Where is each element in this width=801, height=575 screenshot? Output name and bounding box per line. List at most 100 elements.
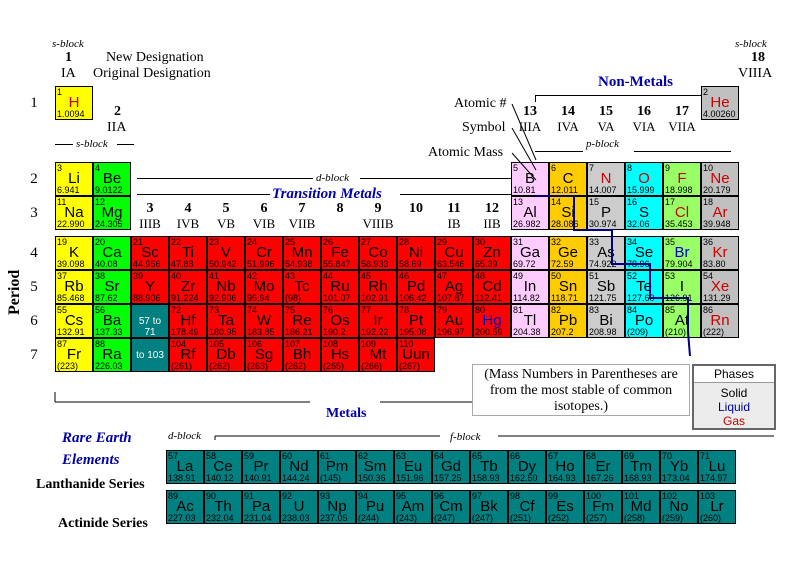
s-block-line-r xyxy=(117,144,134,145)
element-symbol: Gd xyxy=(440,458,461,475)
group-number: 8 xyxy=(336,201,344,216)
atomic-number: 88 xyxy=(95,339,106,349)
atomic-mass: 22.990 xyxy=(57,219,85,229)
atomic-number: 13 xyxy=(513,197,524,207)
atomic-mass: 26.982 xyxy=(513,219,541,229)
atomic-mass: 183.85 xyxy=(247,327,275,337)
element-Pb: 82 Pb 207.2 xyxy=(549,304,587,338)
element-symbol: Sb xyxy=(596,278,616,295)
group-original: VIIB xyxy=(288,216,316,231)
atomic-mass: (260) xyxy=(700,513,722,523)
s-block-label-row2: s-block xyxy=(76,138,108,150)
atomic-number: 59 xyxy=(244,451,255,461)
actinide-Bk: 97 Bk (247) xyxy=(470,490,508,524)
element-symbol: Rh xyxy=(368,278,388,295)
element-Ba: 56 Ba 137.33 xyxy=(93,304,131,338)
atomic-mass: (262) xyxy=(285,361,307,371)
element-symbol: Ta xyxy=(218,312,234,329)
atomic-number: 27 xyxy=(361,237,372,247)
atomic-mass: 79.904 xyxy=(665,259,693,269)
atomic-number: 55 xyxy=(57,305,68,315)
actinide-No: 102 No (259) xyxy=(660,490,698,524)
atomic-number: 83 xyxy=(589,305,600,315)
atomic-number: 92 xyxy=(282,491,293,501)
lanthanide-Ce: 58 Ce 140.12 xyxy=(204,450,242,484)
atomic-mass: 1.0094 xyxy=(57,109,85,119)
element-symbol: Db xyxy=(216,346,236,363)
element-symbol: Pr xyxy=(253,458,269,475)
lanthanide-Ho: 67 Ho 164.93 xyxy=(546,450,584,484)
mass-note-line-2: from the most stable of common xyxy=(489,383,673,398)
group-original: VIIA xyxy=(668,119,696,134)
atomic-number: 37 xyxy=(57,271,68,281)
atomic-number: 18 xyxy=(703,197,714,207)
element-Au: 79 Au 196.97 xyxy=(435,304,473,338)
element-symbol: Mo xyxy=(253,278,275,295)
element-Hf: 72 Hf 178.49 xyxy=(169,304,207,338)
group-number: 15 xyxy=(599,104,613,119)
atomic-number: 61 xyxy=(320,451,331,461)
element-symbol: Cs xyxy=(64,312,84,329)
atomic-mass: 51.996 xyxy=(247,259,275,269)
atomic-number: 106 xyxy=(247,339,263,349)
atomic-mass: 65.39 xyxy=(475,259,498,269)
atomic-number: 66 xyxy=(510,451,521,461)
p-block-line-right xyxy=(634,151,731,152)
element-Ca: 20 Ca 40.08 xyxy=(93,236,131,270)
atomic-number: 90 xyxy=(206,491,217,501)
atomic-number: 73 xyxy=(209,305,220,315)
atomic-mass: 174.97 xyxy=(700,473,728,483)
group-10-label: 10 xyxy=(396,201,436,216)
element-symbol: Pm xyxy=(325,458,349,475)
element-symbol: Be xyxy=(102,170,122,187)
atomic-mass: 168.93 xyxy=(624,473,652,483)
tm-line-r xyxy=(400,194,530,195)
element-symbol: Pu xyxy=(365,498,385,515)
atomic-number: 31 xyxy=(513,237,524,247)
group-number: 3 xyxy=(146,201,154,216)
group-number: 16 xyxy=(637,104,651,119)
atomic-mass: 14.007 xyxy=(589,185,617,195)
atomic-number: 95 xyxy=(396,491,407,501)
element-symbol: S xyxy=(638,204,649,221)
group-1-original: IA xyxy=(61,66,76,81)
group-15-label: 15 VA xyxy=(586,104,626,134)
lanthanide-Tb: 65 Tb 158.93 xyxy=(470,450,508,484)
atomic-mass: 131.29 xyxy=(703,293,731,303)
element-symbol: Hg xyxy=(482,312,502,329)
atomic-mass: 140.12 xyxy=(206,473,234,483)
actinide-U: 92 U 238.03 xyxy=(280,490,318,524)
atomic-number: 67 xyxy=(548,451,559,461)
element-Pd: 46 Pd 106.42 xyxy=(397,270,435,304)
element-symbol: Ir xyxy=(373,312,383,329)
period-6-label: 6 xyxy=(30,313,38,329)
group-number: 7 xyxy=(298,201,306,216)
element-symbol: Fr xyxy=(66,346,82,363)
element-Cs: 55 Cs 132.91 xyxy=(55,304,93,338)
group-number: 11 xyxy=(447,201,461,216)
element-Be: 4 Be 9.0122 xyxy=(93,162,131,196)
lanthanide-Nd: 60 Nd 144.24 xyxy=(280,450,318,484)
element-symbol: K xyxy=(68,244,79,261)
group-original: VIA xyxy=(632,119,656,134)
element-Li: 3 Li 6.941 xyxy=(55,162,93,196)
element-symbol: Es xyxy=(556,498,574,515)
group-2-original: IIA xyxy=(107,120,127,135)
element-symbol: Sn xyxy=(558,278,578,295)
element-Ga: 31 Ga 69.72 xyxy=(511,236,549,270)
atomic-number: 51 xyxy=(589,271,600,281)
symbol-key-label: Symbol xyxy=(462,120,506,135)
actinide-series-label: Actinide Series xyxy=(58,516,148,531)
group-9-label: 9 VIIIB xyxy=(358,201,398,231)
element-Ar: 18 Ar 39.948 xyxy=(701,196,739,230)
atomic-number: 29 xyxy=(437,237,448,247)
element-Kr: 36 Kr 83.80 xyxy=(701,236,739,270)
atomic-mass: (210) xyxy=(665,327,687,337)
element-symbol: Sm xyxy=(363,458,387,475)
element-symbol: Na xyxy=(64,204,84,221)
lanthanide-Pm: 61 Pm (145) xyxy=(318,450,356,484)
atomic-number: 68 xyxy=(586,451,597,461)
atomic-mass: 4.00260 xyxy=(703,109,736,119)
atomic-number: 105 xyxy=(209,339,225,349)
element-symbol: Ba xyxy=(102,312,122,329)
